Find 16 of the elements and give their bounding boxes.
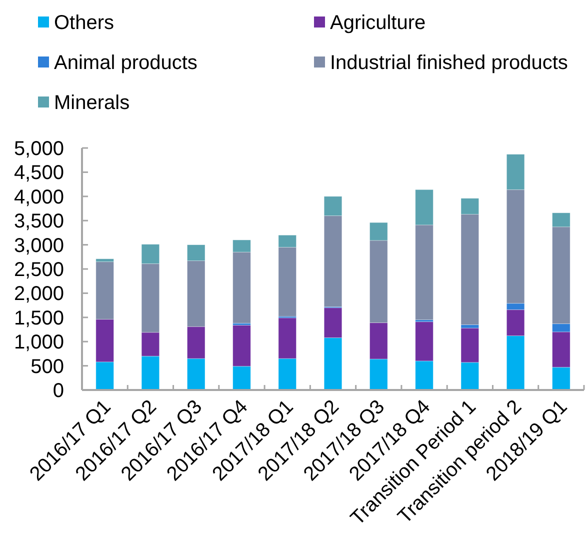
y-tick-label: 0 xyxy=(52,380,64,402)
legend-label: Agriculture xyxy=(330,12,426,34)
y-tick-label: 1,000 xyxy=(14,332,64,354)
y-tick-label: 4,500 xyxy=(14,162,64,184)
y-tick-label: 500 xyxy=(30,356,64,378)
y-tick-label: 3,000 xyxy=(14,234,64,257)
legend-label: Minerals xyxy=(54,92,130,114)
legend-label: Industrial finished products xyxy=(330,52,568,74)
y-tick-label: 3,500 xyxy=(14,210,64,233)
y-tick-label: 4,000 xyxy=(14,186,64,208)
legend-label: Animal products xyxy=(54,52,198,74)
legend-label: Others xyxy=(54,12,114,34)
y-tick-label: 5,000 xyxy=(14,138,64,160)
y-tick-label: 2,000 xyxy=(14,283,64,306)
y-tick-label: 2,500 xyxy=(14,259,64,281)
y-tick-label: 1,500 xyxy=(14,307,64,330)
